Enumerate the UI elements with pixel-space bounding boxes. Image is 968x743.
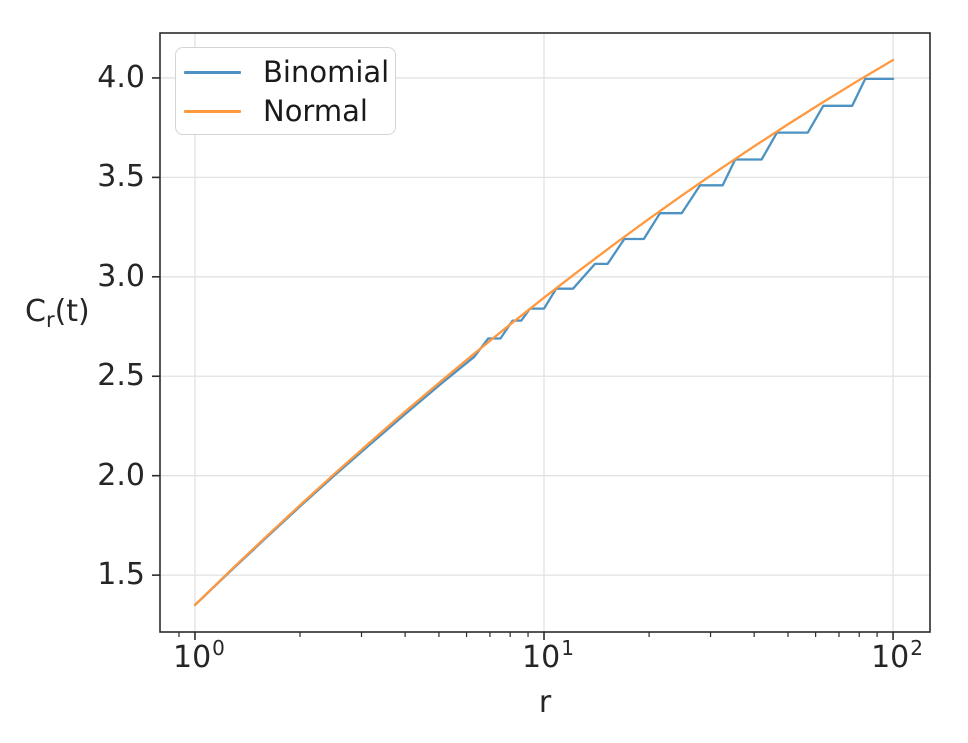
- normal-line: [193, 58, 895, 607]
- legend-label-normal: Normal: [263, 94, 368, 128]
- x-tick-base: 10: [172, 640, 212, 675]
- y-tick-label: 1.5: [97, 557, 145, 593]
- y-axis-label-sub: r: [45, 308, 55, 332]
- y-axis-label-rest: (t): [54, 294, 90, 329]
- legend-item-normal: Normal: [176, 92, 395, 131]
- legend: Binomial Normal: [175, 47, 396, 135]
- binomial-line: [193, 77, 895, 607]
- x-axis-label: r: [538, 685, 552, 720]
- y-axis-label-main: C: [25, 294, 46, 329]
- x-tick-label: 100: [172, 636, 225, 675]
- y-axis-label: Cr(t): [25, 294, 90, 333]
- legend-label-binomial: Binomial: [263, 55, 390, 89]
- axes-spines: [159, 32, 931, 633]
- binomial-line-swatch: [184, 71, 241, 74]
- x-tick-base: 10: [871, 640, 910, 675]
- y-tick-label: 2.5: [97, 358, 145, 394]
- normal-line-swatch: [184, 110, 241, 113]
- y-tick-label: 4.0: [97, 59, 145, 95]
- x-tick-exponent: 1: [561, 636, 574, 660]
- x-tick-base: 10: [522, 640, 561, 675]
- y-tick-label: 3.5: [97, 159, 145, 195]
- legend-item-binomial: Binomial: [176, 53, 395, 92]
- x-tick-exponent: 0: [212, 636, 225, 660]
- x-tick-label: 102: [871, 636, 923, 675]
- x-tick-label: 101: [522, 636, 574, 675]
- x-tick-exponent: 2: [910, 636, 924, 660]
- y-tick-label: 3.0: [97, 258, 145, 294]
- y-tick-label: 2.0: [97, 457, 145, 493]
